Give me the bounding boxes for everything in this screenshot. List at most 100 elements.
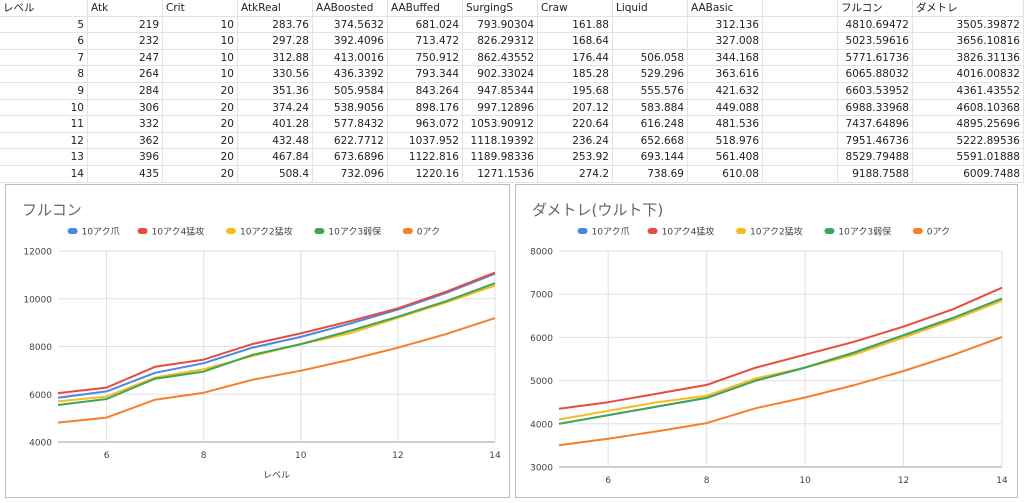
table-cell[interactable]: 220.64 [538, 116, 613, 133]
table-cell[interactable] [613, 16, 688, 34]
table-cell[interactable]: 1122.816 [388, 149, 463, 166]
table-cell[interactable]: 963.072 [388, 116, 463, 133]
table-cell[interactable]: 997.12896 [463, 99, 538, 117]
table-cell[interactable]: 20 [163, 116, 238, 133]
table-cell[interactable]: 185.28 [538, 66, 613, 83]
table-cell[interactable]: 793.344 [388, 66, 463, 83]
table-cell[interactable]: 330.56 [238, 66, 313, 83]
column-header[interactable]: AABoosted [313, 0, 388, 17]
table-cell[interactable]: 826.29312 [463, 33, 538, 50]
table-cell[interactable]: 3656.10816 [913, 33, 1024, 50]
table-cell[interactable]: 363.616 [688, 66, 763, 83]
table-cell[interactable]: 161.88 [538, 16, 613, 34]
table-cell[interactable]: 5591.01888 [913, 149, 1024, 166]
table-cell[interactable] [613, 33, 688, 50]
table-cell[interactable]: 3505.39872 [913, 16, 1024, 34]
table-cell[interactable]: 332 [88, 116, 163, 133]
table-cell[interactable]: 1220.16 [388, 166, 463, 183]
column-header[interactable]: AABasic [688, 0, 763, 17]
chart-fullcombo[interactable]: フルコン 10アク爪 10アク4猛攻 10アク2猛攻 10アク3弱保 0アク 4000 60… [5, 184, 510, 498]
table-cell[interactable]: 862.43552 [463, 49, 538, 67]
table-cell[interactable]: 1271.1536 [463, 166, 538, 183]
table-cell[interactable]: 312.136 [688, 16, 763, 34]
table-cell[interactable]: 232 [88, 33, 163, 50]
table-cell[interactable]: 12 [0, 132, 88, 150]
table-cell[interactable]: 1118.19392 [463, 132, 538, 150]
table-cell[interactable]: 898.176 [388, 99, 463, 117]
table-cell[interactable]: 616.248 [613, 116, 688, 133]
table-cell[interactable]: 401.28 [238, 116, 313, 133]
table-cell[interactable]: 176.44 [538, 49, 613, 67]
table-cell[interactable]: 284 [88, 83, 163, 100]
table-cell[interactable]: 4608.10368 [913, 99, 1024, 117]
table-cell[interactable]: 219 [88, 16, 163, 34]
table-cell[interactable]: 374.5632 [313, 16, 388, 34]
table-cell[interactable]: 10 [163, 66, 238, 83]
table-cell[interactable]: 421.632 [688, 83, 763, 100]
table-cell[interactable]: 1037.952 [388, 132, 463, 150]
table-cell[interactable]: 4895.25696 [913, 116, 1024, 133]
table-cell[interactable]: 168.64 [538, 33, 613, 50]
table-cell[interactable]: 7951.46736 [838, 132, 913, 150]
table-cell[interactable] [763, 99, 838, 117]
table-cell[interactable]: 8529.79488 [838, 149, 913, 166]
table-cell[interactable]: 283.76 [238, 16, 313, 34]
table-cell[interactable]: 374.24 [238, 99, 313, 117]
table-cell[interactable]: 362 [88, 132, 163, 150]
table-cell[interactable]: 14 [0, 166, 88, 183]
table-cell[interactable]: 738.69 [613, 166, 688, 183]
table-cell[interactable]: 529.296 [613, 66, 688, 83]
table-cell[interactable]: 902.33024 [463, 66, 538, 83]
table-cell[interactable]: 4810.69472 [838, 16, 913, 34]
table-cell[interactable] [763, 132, 838, 150]
table-cell[interactable]: 10 [163, 49, 238, 67]
table-cell[interactable]: 610.08 [688, 166, 763, 183]
table-cell[interactable]: 392.4096 [313, 33, 388, 50]
table-cell[interactable]: 793.90304 [463, 16, 538, 34]
table-cell[interactable]: 10 [0, 99, 88, 117]
table-cell[interactable]: 5 [0, 16, 88, 34]
table-cell[interactable]: 344.168 [688, 49, 763, 67]
table-cell[interactable]: 843.264 [388, 83, 463, 100]
table-cell[interactable]: 4361.43552 [913, 83, 1024, 100]
column-header[interactable]: SurgingS [463, 0, 538, 17]
table-cell[interactable] [763, 83, 838, 100]
table-cell[interactable]: 681.024 [388, 16, 463, 34]
table-cell[interactable]: 7437.64896 [838, 116, 913, 133]
table-cell[interactable]: 6988.33968 [838, 99, 913, 117]
column-header[interactable] [763, 0, 838, 17]
chart-damage-training[interactable]: ダメトレ(ウルト下) 10アク爪 10アク4猛攻 10アク2猛攻 10アク3弱保 0アク… [515, 184, 1018, 498]
column-header[interactable]: Atk [88, 0, 163, 17]
table-cell[interactable]: 20 [163, 149, 238, 166]
table-cell[interactable]: 5222.89536 [913, 132, 1024, 150]
table-cell[interactable]: 20 [163, 99, 238, 117]
table-cell[interactable]: 561.408 [688, 149, 763, 166]
table-cell[interactable]: 327.008 [688, 33, 763, 50]
table-cell[interactable]: 264 [88, 66, 163, 83]
table-cell[interactable]: 1189.98336 [463, 149, 538, 166]
table-cell[interactable]: 481.536 [688, 116, 763, 133]
table-cell[interactable]: 5771.61736 [838, 49, 913, 67]
table-cell[interactable] [763, 16, 838, 34]
table-cell[interactable]: 8 [0, 66, 88, 83]
table-cell[interactable] [763, 49, 838, 67]
column-header[interactable]: Craw [538, 0, 613, 17]
table-cell[interactable]: 449.088 [688, 99, 763, 117]
table-cell[interactable]: 6603.53952 [838, 83, 913, 100]
table-cell[interactable]: 506.058 [613, 49, 688, 67]
table-cell[interactable]: 583.884 [613, 99, 688, 117]
table-cell[interactable]: 7 [0, 49, 88, 67]
table-cell[interactable]: 713.472 [388, 33, 463, 50]
table-cell[interactable]: 538.9056 [313, 99, 388, 117]
table-cell[interactable]: 577.8432 [313, 116, 388, 133]
table-cell[interactable]: 13 [0, 149, 88, 166]
table-cell[interactable]: 6 [0, 33, 88, 50]
table-cell[interactable]: 3826.31136 [913, 49, 1024, 67]
table-cell[interactable]: 20 [163, 166, 238, 183]
table-cell[interactable]: 236.24 [538, 132, 613, 150]
table-cell[interactable]: 947.85344 [463, 83, 538, 100]
table-cell[interactable]: 9188.7588 [838, 166, 913, 183]
table-cell[interactable]: 673.6896 [313, 149, 388, 166]
table-cell[interactable]: 6065.88032 [838, 66, 913, 83]
column-header[interactable]: Crit [163, 0, 238, 17]
